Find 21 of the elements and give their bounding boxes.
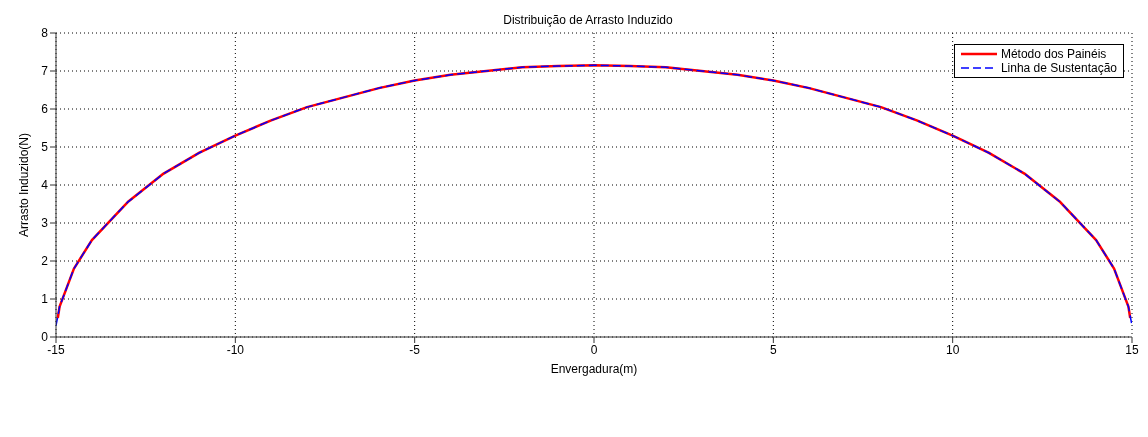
x-tick-label: 5 (769, 342, 777, 357)
legend-label: Método dos Painéis (1000, 47, 1107, 61)
y-tick-label: 6 (41, 102, 49, 117)
x-axis-title: Envergadura(m) (550, 362, 638, 376)
x-tick-label: 10 (945, 342, 960, 357)
y-axis-title: Arrasto Induzido(N) (17, 132, 32, 238)
y-tick-label: 3 (41, 216, 49, 231)
y-tick-label: 7 (41, 64, 49, 79)
x-tick-label: 15 (1125, 342, 1139, 357)
x-tick-label: -15 (47, 342, 65, 357)
y-tick-label: 0 (41, 330, 49, 345)
y-tick-label: 4 (41, 178, 49, 193)
y-tick-label: 2 (41, 254, 49, 269)
y-tick-label: 8 (41, 26, 49, 41)
y-tick-label: 5 (41, 140, 49, 155)
x-tick-label: -10 (226, 342, 245, 357)
y-tick-label: 1 (41, 292, 49, 307)
x-tick-label: 0 (590, 342, 598, 357)
legend-label: Linha de Sustentação (1000, 61, 1117, 75)
chart-title: Distribuição de Arrasto Induzido (503, 13, 674, 27)
x-tick-label: -5 (409, 342, 421, 357)
